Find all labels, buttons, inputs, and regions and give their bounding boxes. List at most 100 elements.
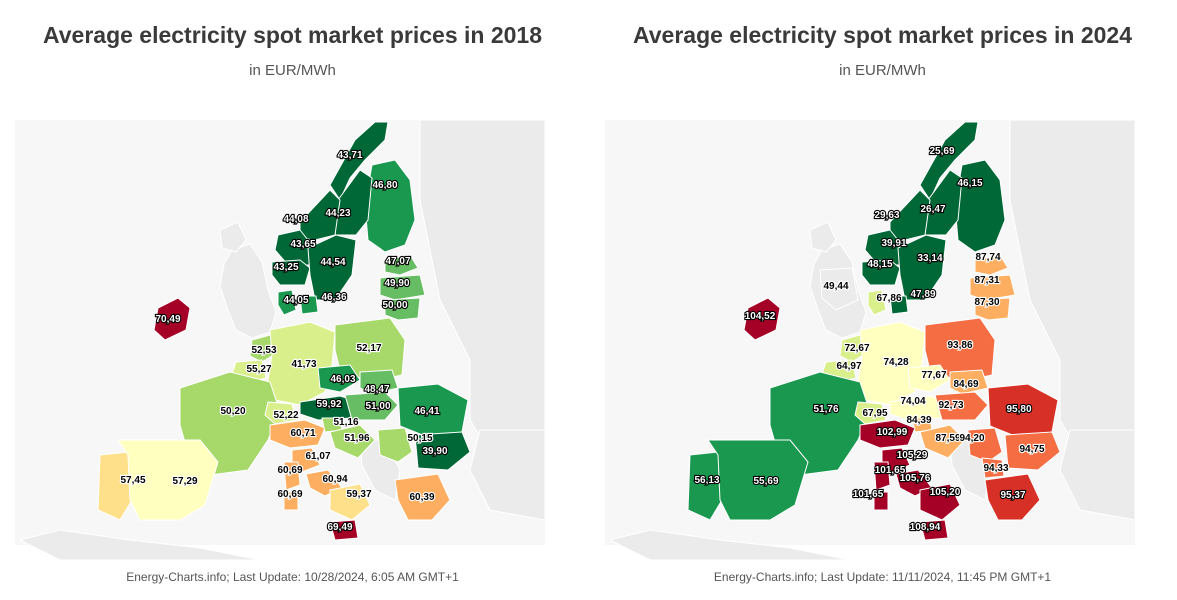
region-gr[interactable] <box>984 473 1041 521</box>
price-label-it-sardinia-s: 60,69 <box>277 489 302 500</box>
price-label-ee: 47,07 <box>385 256 410 267</box>
region-it-sicily[interactable] <box>329 519 359 541</box>
region-it-north[interactable] <box>859 419 916 449</box>
region-it-sardinia-s[interactable] <box>283 491 299 511</box>
region-hu[interactable] <box>934 391 989 421</box>
price-label-dk-west: 67,86 <box>876 293 901 304</box>
price-label-fr: 51,76 <box>813 404 838 415</box>
region-it-cnorth[interactable] <box>291 447 321 473</box>
price-label-fr: 50,20 <box>220 406 245 417</box>
price-label-ie: 70,49 <box>155 314 180 325</box>
price-label-it-sardinia: 60,69 <box>277 465 302 476</box>
price-label-it-south: 105,20 <box>930 487 961 498</box>
region-gb[interactable] <box>819 267 859 311</box>
price-label-no-south: 48,15 <box>867 259 892 270</box>
map-panel-2024: Average electricity spot market prices i… <box>590 0 1175 600</box>
region-bg[interactable] <box>1004 431 1061 471</box>
region-pt[interactable] <box>687 451 723 521</box>
region-lt[interactable] <box>384 297 421 321</box>
price-label-pl: 93,86 <box>947 340 972 351</box>
price-label-se-south: 44,54 <box>320 257 345 268</box>
price-label-at: 74,04 <box>900 396 925 407</box>
land-north-africa <box>608 529 851 560</box>
price-label-dk-west: 44,05 <box>283 295 308 306</box>
region-es[interactable] <box>117 439 219 521</box>
price-label-be: 64,97 <box>836 361 861 372</box>
land-turkey-east <box>1059 429 1136 521</box>
price-label-si: 84,39 <box>906 415 931 426</box>
price-label-hu: 51,00 <box>365 401 390 412</box>
region-sk[interactable] <box>949 369 989 395</box>
region-ch[interactable] <box>264 401 297 425</box>
region-ie[interactable] <box>153 297 191 341</box>
region-mk[interactable] <box>981 457 1005 479</box>
region-it-north[interactable] <box>269 419 326 449</box>
price-label-se-upper: 44,23 <box>325 208 350 219</box>
price-label-it-sicily: 69,49 <box>327 522 352 533</box>
price-label-de: 74,28 <box>883 357 908 368</box>
region-ee[interactable] <box>974 254 1009 276</box>
region-lv[interactable] <box>379 274 426 301</box>
price-label-lt: 87,30 <box>974 297 999 308</box>
price-label-nl: 52,53 <box>251 345 276 356</box>
region-it-south[interactable] <box>329 483 371 521</box>
region-hu[interactable] <box>344 391 399 421</box>
region-gr[interactable] <box>394 473 451 521</box>
region-sk[interactable] <box>359 369 399 395</box>
region-es[interactable] <box>707 439 809 521</box>
price-label-lt: 50,00 <box>382 300 407 311</box>
map-subtitle-2018: in EUR/MWh <box>249 62 336 79</box>
region-de[interactable] <box>857 321 926 406</box>
region-rs[interactable] <box>377 427 413 463</box>
region-it-sicily[interactable] <box>919 519 949 541</box>
region-dk-east[interactable] <box>889 295 909 315</box>
region-ie[interactable] <box>743 297 781 341</box>
price-label-bg: 39,90 <box>422 446 447 457</box>
region-it-sardinia[interactable] <box>873 461 891 491</box>
region-no-south[interactable] <box>861 259 901 286</box>
region-dk-west[interactable] <box>277 289 297 316</box>
price-label-dk-east: 46,36 <box>321 292 346 303</box>
price-label-it-csouth: 60,94 <box>322 474 347 485</box>
map-footer-2018: Energy-Charts.info; Last Update: 10/28/2… <box>126 570 459 584</box>
region-rs[interactable] <box>967 427 1003 463</box>
region-no-south[interactable] <box>271 259 311 286</box>
region-ch[interactable] <box>854 401 887 425</box>
price-label-rs: 94,20 <box>959 433 984 444</box>
price-label-ro: 46,41 <box>414 406 439 417</box>
price-label-gr: 60,39 <box>409 492 434 503</box>
region-dk-west[interactable] <box>867 289 887 316</box>
price-label-gr: 95,37 <box>1000 490 1025 501</box>
region-it-south[interactable] <box>919 483 961 521</box>
region-hr[interactable] <box>329 424 376 459</box>
price-label-si: 51,16 <box>333 417 358 428</box>
region-it-cnorth[interactable] <box>881 447 911 473</box>
price-label-dk-east: 47,89 <box>910 289 935 300</box>
price-label-ee: 87,74 <box>975 252 1000 263</box>
region-bg[interactable] <box>414 431 471 471</box>
price-label-es: 55,69 <box>753 476 778 487</box>
region-ee[interactable] <box>384 254 419 276</box>
price-label-ro: 95,80 <box>1006 404 1031 415</box>
region-pt[interactable] <box>97 451 133 521</box>
region-cz[interactable] <box>907 364 951 393</box>
price-label-it-cnorth: 61,07 <box>305 451 330 462</box>
land-great-britain <box>219 243 277 339</box>
region-it-sardinia-s[interactable] <box>873 491 889 511</box>
region-se-south[interactable] <box>897 234 947 301</box>
region-dk-east[interactable] <box>299 295 319 315</box>
land-turkey-east <box>469 429 546 521</box>
region-lt[interactable] <box>974 297 1011 321</box>
price-label-mk: 94,33 <box>983 463 1008 474</box>
region-se-south[interactable] <box>307 234 357 301</box>
price-label-rs: 50,15 <box>407 433 432 444</box>
land-north-africa <box>18 529 261 560</box>
region-lv[interactable] <box>969 274 1016 301</box>
price-label-it-sicily: 108,94 <box>910 522 941 533</box>
region-it-sardinia[interactable] <box>283 461 301 491</box>
price-label-ch: 52,22 <box>273 410 298 421</box>
region-de[interactable] <box>267 321 336 406</box>
region-hr[interactable] <box>919 424 966 459</box>
region-cz[interactable] <box>317 364 361 393</box>
price-label-hr: 51,96 <box>344 433 369 444</box>
